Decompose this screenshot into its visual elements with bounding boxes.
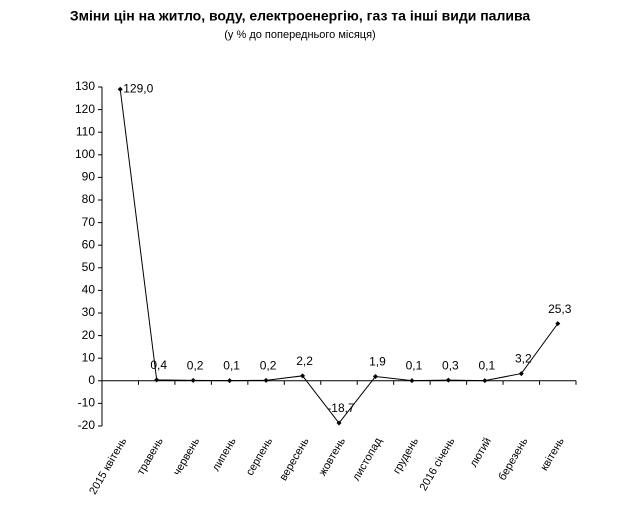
x-tick-label: вересень (278, 436, 312, 483)
marker (190, 377, 196, 383)
marker (409, 378, 415, 384)
y-tick-label: 90 (82, 170, 96, 184)
chart-subtitle: (у % до попереднього місяця) (224, 29, 375, 41)
y-tick-label: -20 (78, 418, 96, 432)
marker (263, 377, 269, 383)
marker (154, 377, 160, 383)
y-tick-label: 40 (82, 283, 96, 297)
x-tick-label: березень (496, 436, 530, 483)
data-label: 0,3 (442, 358, 459, 372)
y-tick-label: 30 (82, 305, 96, 319)
data-label: 1,9 (369, 355, 386, 369)
marker (227, 378, 233, 384)
data-label: 3,2 (515, 352, 532, 366)
data-label: 0,2 (187, 359, 204, 373)
y-tick-label: 130 (75, 79, 95, 93)
marker (482, 378, 488, 384)
data-label: 2,2 (296, 354, 313, 368)
y-tick-label: 20 (82, 328, 96, 342)
x-tick-label: лютий (468, 436, 494, 470)
x-tick-label: 2016 січень (418, 436, 458, 493)
data-label: 25,3 (548, 302, 572, 316)
x-tick-label: листопад (350, 435, 384, 483)
y-tick-label: 70 (82, 215, 96, 229)
x-tick-label: липень (210, 436, 239, 474)
data-label: 0,4 (150, 358, 167, 372)
marker (336, 420, 342, 426)
y-tick-label: 120 (75, 102, 95, 116)
y-tick-label: -10 (78, 396, 96, 410)
data-label: 129,0 (123, 81, 153, 95)
x-tick-label: жовтень (317, 436, 348, 479)
x-tick-label: травень (135, 436, 166, 478)
x-tick-label: грудень (391, 436, 421, 476)
marker (555, 321, 561, 327)
data-label: 0,1 (479, 359, 496, 373)
marker (518, 371, 524, 377)
x-tick-label: 2015 квітень (87, 436, 129, 497)
data-label: -18,7 (327, 401, 355, 415)
y-tick-label: 50 (82, 260, 96, 274)
y-tick-label: 80 (82, 192, 96, 206)
marker (372, 374, 378, 380)
data-label: 0,1 (406, 359, 423, 373)
y-tick-label: 100 (75, 147, 95, 161)
data-label: 0,1 (223, 359, 240, 373)
marker (300, 373, 306, 379)
data-label: 0,2 (260, 359, 277, 373)
x-tick-label: серпень (244, 436, 275, 478)
y-tick-label: 110 (76, 124, 95, 138)
x-tick-label: квітень (539, 436, 567, 473)
x-tick-label: червень (171, 436, 202, 478)
y-tick-label: 10 (82, 350, 96, 364)
marker (117, 86, 123, 92)
y-tick-label: 60 (82, 237, 96, 251)
marker (445, 377, 451, 383)
line (119, 89, 559, 424)
y-tick-label: 0 (88, 373, 95, 387)
chart-title: Зміни цін на житло, воду, електроенергію… (70, 8, 531, 24)
